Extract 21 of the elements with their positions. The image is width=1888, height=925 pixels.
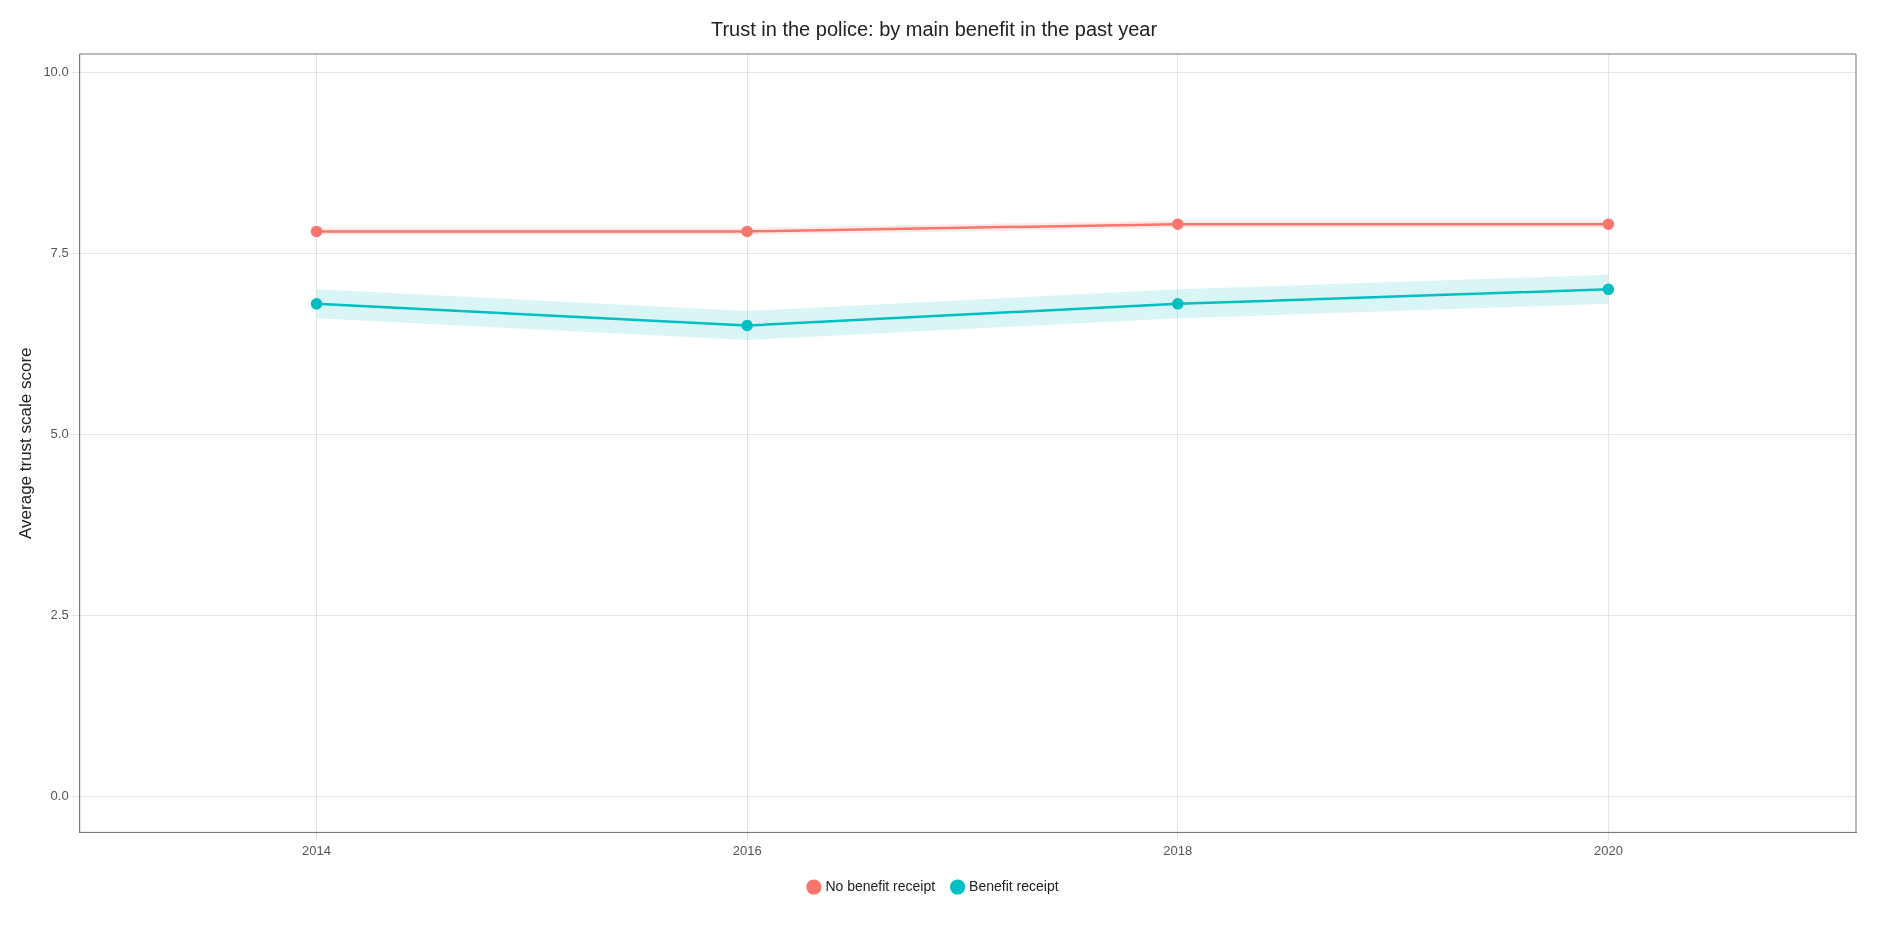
point — [741, 319, 753, 332]
y-tick-label: 7.5 — [50, 244, 69, 260]
y-tick-label: 2.5 — [50, 606, 69, 622]
point — [1602, 283, 1615, 296]
y-tick-label: 5.0 — [50, 425, 69, 441]
point — [1172, 298, 1184, 310]
x-tick-label: 2014 — [302, 842, 331, 858]
x-tick-label: 2018 — [1163, 842, 1193, 858]
point — [741, 225, 753, 238]
y-tick-label: 10.0 — [43, 63, 69, 79]
point — [310, 298, 323, 310]
x-tick-label: 2020 — [1593, 842, 1623, 858]
y-axis-title: Average trust scale score — [15, 347, 35, 539]
legend-label: No benefit receipt — [825, 877, 936, 894]
point — [1172, 218, 1184, 230]
chart-title: Trust in the police: by main benefit in the past year — [710, 17, 1158, 40]
legend-label: Benefit receipt — [969, 877, 1059, 894]
x-tick-label: 2016 — [732, 842, 762, 858]
point — [1602, 218, 1615, 230]
y-tick-label: 0.0 — [50, 787, 69, 803]
point — [310, 225, 323, 238]
